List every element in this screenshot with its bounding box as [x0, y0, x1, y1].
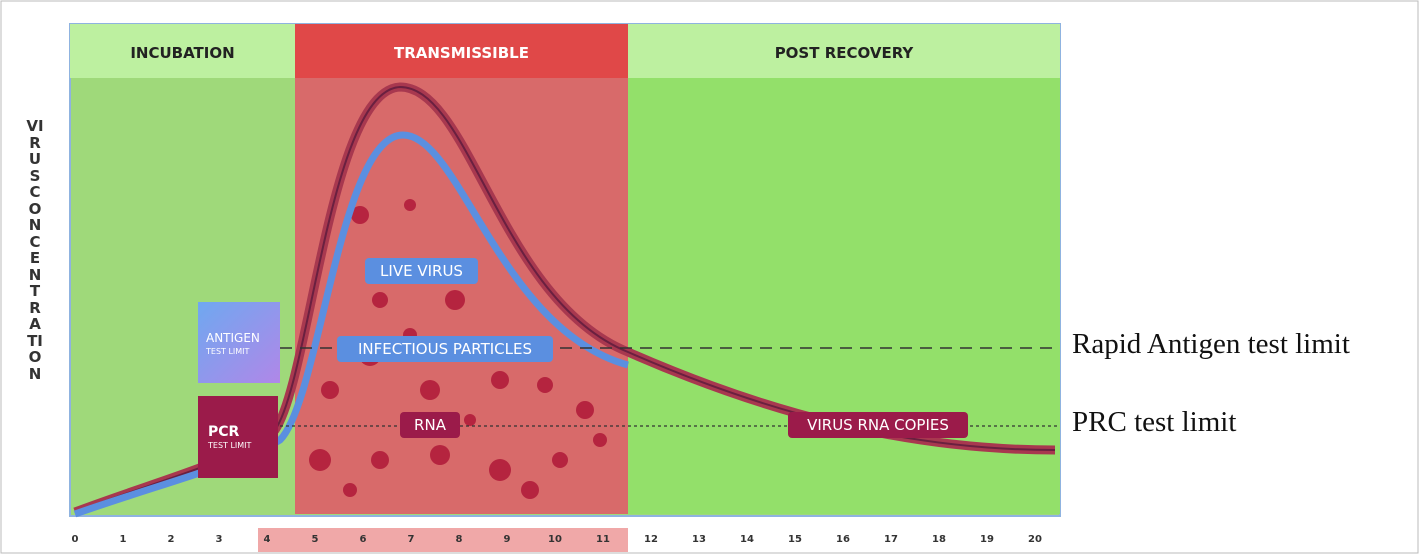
curve-label: LIVE VIRUS: [365, 258, 478, 284]
x-tick-label: 10: [540, 534, 570, 545]
x-tick-label: 13: [684, 534, 714, 545]
x-tick-label: 9: [492, 534, 522, 545]
diagram: INCUBATION TRANSMISSIBLE POST RECOVERY V…: [0, 0, 1419, 554]
x-tick-label: 16: [828, 534, 858, 545]
x-tick-label: 3: [204, 534, 234, 545]
limit-label: Rapid Antigen test limit: [1072, 328, 1350, 361]
x-tick-label: 4: [252, 534, 282, 545]
curve-label: RNA: [400, 412, 460, 438]
x-tick-label: 20: [1020, 534, 1050, 545]
x-tick-label: 1: [108, 534, 138, 545]
pcr-title: PCR: [208, 424, 239, 440]
phase-label: POST RECOVERY: [628, 44, 1060, 62]
x-tick-label: 12: [636, 534, 666, 545]
phase-label: INCUBATION: [70, 44, 295, 62]
x-tick-label: 19: [972, 534, 1002, 545]
curve-label: VIRUS RNA COPIES: [788, 412, 968, 438]
antigen-title: ANTIGEN: [206, 331, 260, 345]
x-tick-label: 6: [348, 534, 378, 545]
x-tick-label: 5: [300, 534, 330, 545]
x-tick-label: 14: [732, 534, 762, 545]
pcr-subtitle: TEST LIMIT: [208, 441, 251, 450]
curve-label: INFECTIOUS PARTICLES: [337, 336, 553, 362]
x-tick-label: 17: [876, 534, 906, 545]
diagram-graphics: [0, 0, 1419, 554]
y-axis-label: VIRUS CONCENTRATION: [26, 118, 44, 382]
x-tick-label: 2: [156, 534, 186, 545]
x-tick-label: 15: [780, 534, 810, 545]
x-tick-label: 0: [60, 534, 90, 545]
x-tick-label: 7: [396, 534, 426, 545]
x-tick-label: 11: [588, 534, 618, 545]
limit-label: PRC test limit: [1072, 406, 1236, 439]
phase-label: TRANSMISSIBLE: [295, 44, 628, 62]
x-tick-label: 8: [444, 534, 474, 545]
x-tick-label: 18: [924, 534, 954, 545]
antigen-subtitle: TEST LIMIT: [206, 347, 249, 356]
